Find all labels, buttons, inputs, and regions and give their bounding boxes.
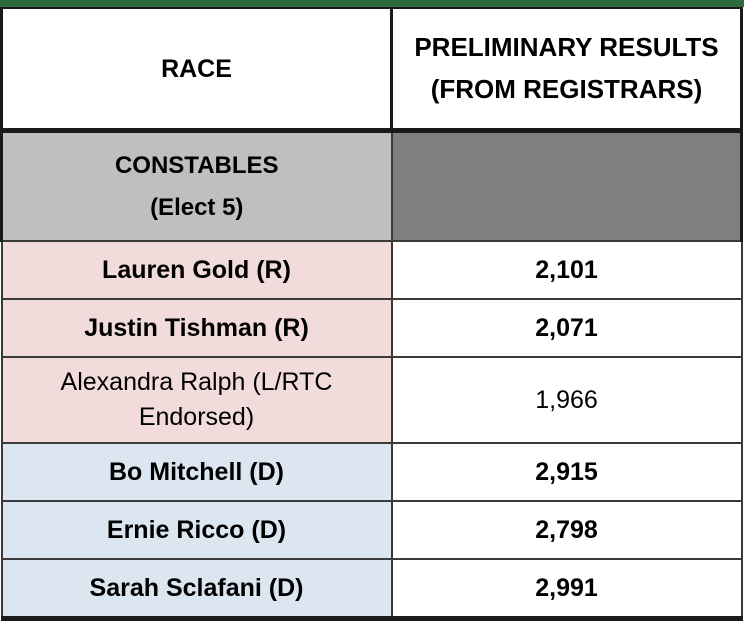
section-title: CONSTABLES (114, 151, 279, 179)
candidate-name-line2: Endorsed) (138, 403, 255, 431)
section-row: CONSTABLES (Elect 5) (0, 129, 743, 242)
candidate-name: Sarah Sclafani (D) (0, 558, 393, 621)
candidate-name: Bo Mitchell (D) (0, 442, 393, 502)
race-header-label: RACE (161, 54, 232, 83)
candidate-name: Ernie Ricco (D) (0, 500, 393, 560)
column-header-results: PRELIMINARY RESULTS (FROM REGISTRARS) (390, 7, 743, 133)
header-row: RACE PRELIMINARY RESULTS (FROM REGISTRAR… (0, 7, 743, 133)
section-label: CONSTABLES (Elect 5) (0, 129, 393, 242)
candidate-votes: 2,101 (390, 240, 743, 300)
table-row: Sarah Sclafani (D) 2,991 (0, 558, 743, 621)
candidate-name: Alexandra Ralph (L/RTC Endorsed) (0, 356, 393, 444)
candidate-votes: 2,915 (390, 442, 743, 502)
candidate-name: Justin Tishman (R) (0, 298, 393, 358)
top-rule (0, 0, 744, 7)
candidate-votes: 1,966 (390, 356, 743, 444)
results-header-line1: PRELIMINARY RESULTS (414, 31, 719, 62)
section-value-cell (390, 129, 743, 242)
candidate-name: Lauren Gold (R) (0, 240, 393, 300)
table-row: Bo Mitchell (D) 2,915 (0, 442, 743, 502)
table-row: Justin Tishman (R) 2,071 (0, 298, 743, 358)
column-header-race: RACE (0, 7, 393, 133)
candidate-votes: 2,071 (390, 298, 743, 358)
table-row: Alexandra Ralph (L/RTC Endorsed) 1,966 (0, 356, 743, 444)
table-row: Ernie Ricco (D) 2,798 (0, 500, 743, 560)
candidate-name-line1: Alexandra Ralph (L/RTC (60, 368, 333, 396)
candidate-votes: 2,991 (390, 558, 743, 621)
results-table: RACE PRELIMINARY RESULTS (FROM REGISTRAR… (0, 7, 743, 621)
results-header-line2: (FROM REGISTRARS) (430, 73, 703, 104)
table-row: Lauren Gold (R) 2,101 (0, 240, 743, 300)
candidate-votes: 2,798 (390, 500, 743, 560)
section-subtitle: (Elect 5) (150, 193, 244, 221)
